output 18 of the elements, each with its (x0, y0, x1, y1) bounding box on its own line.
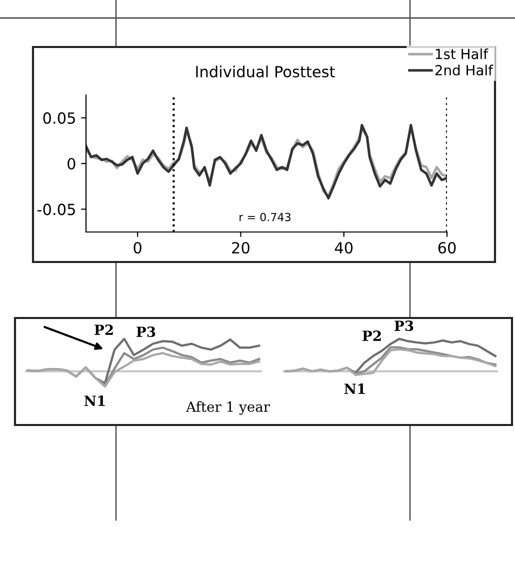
text: P2 (94, 324, 113, 335)
annotation: r = 0.743 (240, 212, 290, 222)
text: N1 (84, 396, 105, 406)
text: After 1 year (186, 401, 270, 415)
x-tick-label: 40 (334, 242, 353, 254)
y-tick-label: 0.05 (43, 112, 75, 124)
legend-label: 1st Half (436, 48, 488, 60)
text: P3 (136, 326, 156, 338)
annotation: P2 (362, 330, 381, 341)
legend-label: 2nd Half (435, 64, 494, 76)
y-tick-label: 0 (68, 158, 76, 170)
text: N1 (344, 384, 365, 394)
x-tick-label: 20 (232, 242, 250, 254)
text: P3 (394, 320, 414, 332)
chart-title: Individual Posttest (196, 66, 335, 78)
x-tick-label: 60 (438, 242, 456, 254)
x-tick-label: 0 (134, 242, 142, 254)
y-tick-label: -0.05 (37, 204, 75, 216)
